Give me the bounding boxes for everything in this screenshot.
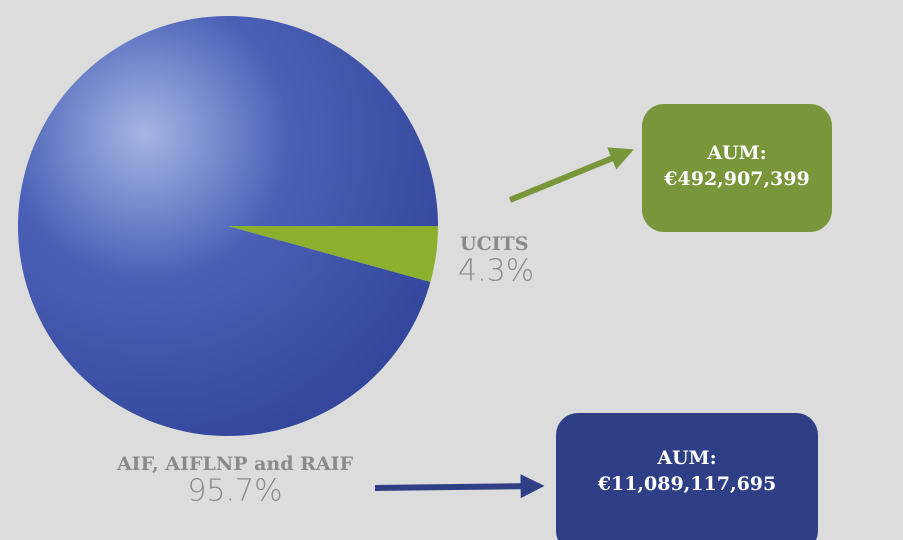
pie-slice [228, 226, 438, 283]
percent-label: 95.7% [187, 474, 282, 509]
aum-title: AUM: [656, 447, 716, 469]
arrow [374, 474, 545, 499]
aum-value: €492,907,399 [663, 168, 809, 190]
category-label: UCITS [460, 233, 528, 255]
category-label: AIF, AIFLNP and RAIF [116, 453, 354, 475]
percent-label: 4.3% [458, 254, 534, 289]
aum-box [556, 413, 818, 540]
pie-slice [18, 15, 438, 437]
aum-value: €11,089,117,695 [597, 473, 777, 495]
arrow [508, 147, 634, 203]
aum-box [642, 104, 832, 232]
aum-title: AUM: [706, 142, 766, 164]
